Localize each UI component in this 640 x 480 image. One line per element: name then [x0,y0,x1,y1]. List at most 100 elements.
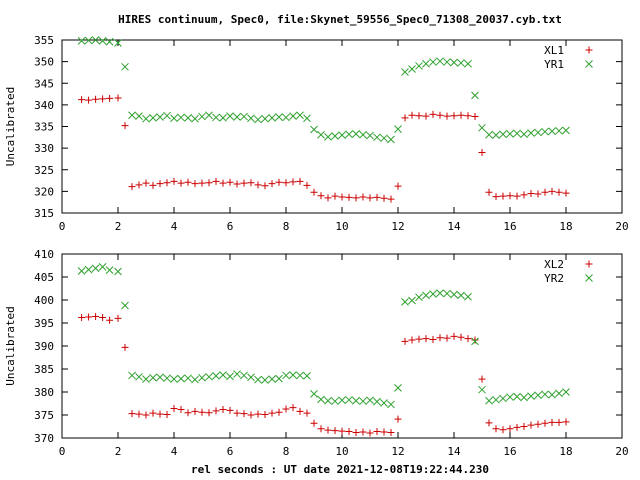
data-point [78,313,86,321]
x-tick-label: 18 [559,220,572,233]
data-point [254,181,262,189]
data-point [254,115,262,124]
data-point [422,291,430,300]
panel-top: 0 2 4 6 8 10 12 14 16 18 20 315 320 325 330 335 340 345 35… [4,34,629,233]
data-point [478,385,486,394]
x-tick-label: 0 [59,220,66,233]
data-point [240,179,248,187]
y-tick-label: 405 [34,271,54,284]
data-point [513,392,521,401]
series-YR2 [77,263,570,409]
data-point [77,37,86,45]
data-point [268,113,276,122]
x-tick-label: 20 [615,445,628,458]
data-point [401,68,409,76]
data-point [282,113,290,122]
data-point [443,289,451,298]
data-point [387,400,395,409]
data-point [303,372,311,380]
data-point [149,409,157,417]
y-tick-label: 315 [34,207,54,220]
data-point [506,192,514,200]
data-point [317,192,325,200]
data-point [534,391,542,400]
data-point [247,114,255,123]
data-point [506,425,514,433]
data-point [471,336,479,344]
data-point [387,195,395,203]
data-point [513,192,521,200]
data-point [471,113,479,121]
legend-marker [585,60,593,68]
data-point [233,409,241,417]
x-tick-label: 6 [227,220,234,233]
data-point [226,112,234,120]
data-point [191,180,199,188]
data-point [548,187,556,195]
data-point [296,111,304,120]
data-point [85,96,93,104]
data-point [450,112,458,120]
data-point [303,181,311,189]
data-point [121,301,129,310]
data-point [401,337,409,345]
data-point [91,36,100,44]
data-point [331,427,339,435]
data-point [429,58,437,66]
data-point [121,343,129,351]
data-point [149,181,157,189]
data-point [492,131,500,140]
data-point [85,313,93,321]
data-point [359,397,367,406]
data-point [562,418,570,426]
data-point [352,428,360,436]
data-point [289,178,297,186]
data-point [429,336,437,344]
data-point [212,372,220,380]
data-point [106,316,114,324]
data-point [422,335,430,343]
y-tick-label: 370 [34,432,54,445]
data-point [310,188,318,196]
data-point [106,94,114,102]
data-point [219,371,227,379]
data-point [205,409,213,417]
data-point [99,313,107,321]
data-point [121,62,129,71]
data-point [84,36,93,45]
data-point [338,193,346,201]
data-point [275,178,283,186]
data-point [338,396,346,405]
data-point [156,373,164,382]
data-point [303,114,311,123]
data-point [128,111,136,120]
plot-frame [61,253,623,439]
data-point [373,428,381,436]
data-point [296,371,304,380]
data-point [324,194,332,202]
data-point [401,297,409,306]
data-point [275,113,283,121]
data-point [233,180,241,188]
data-point [499,130,507,139]
data-point [254,410,262,418]
x-tick-label: 2 [115,445,122,458]
data-point [492,193,500,201]
x-tick-label: 4 [171,220,178,233]
legend-label: YR2 [544,272,564,285]
data-point [282,405,290,413]
data-point [331,397,339,406]
data-point [534,128,542,137]
data-point [114,39,122,47]
data-point [548,127,556,136]
data-point [240,112,248,121]
data-point [443,58,451,66]
data-point [513,423,521,431]
data-point [380,428,388,436]
data-point [177,179,185,187]
data-point [247,373,255,382]
data-point [261,376,269,384]
data-point [289,404,297,412]
legend-marker [585,46,593,54]
